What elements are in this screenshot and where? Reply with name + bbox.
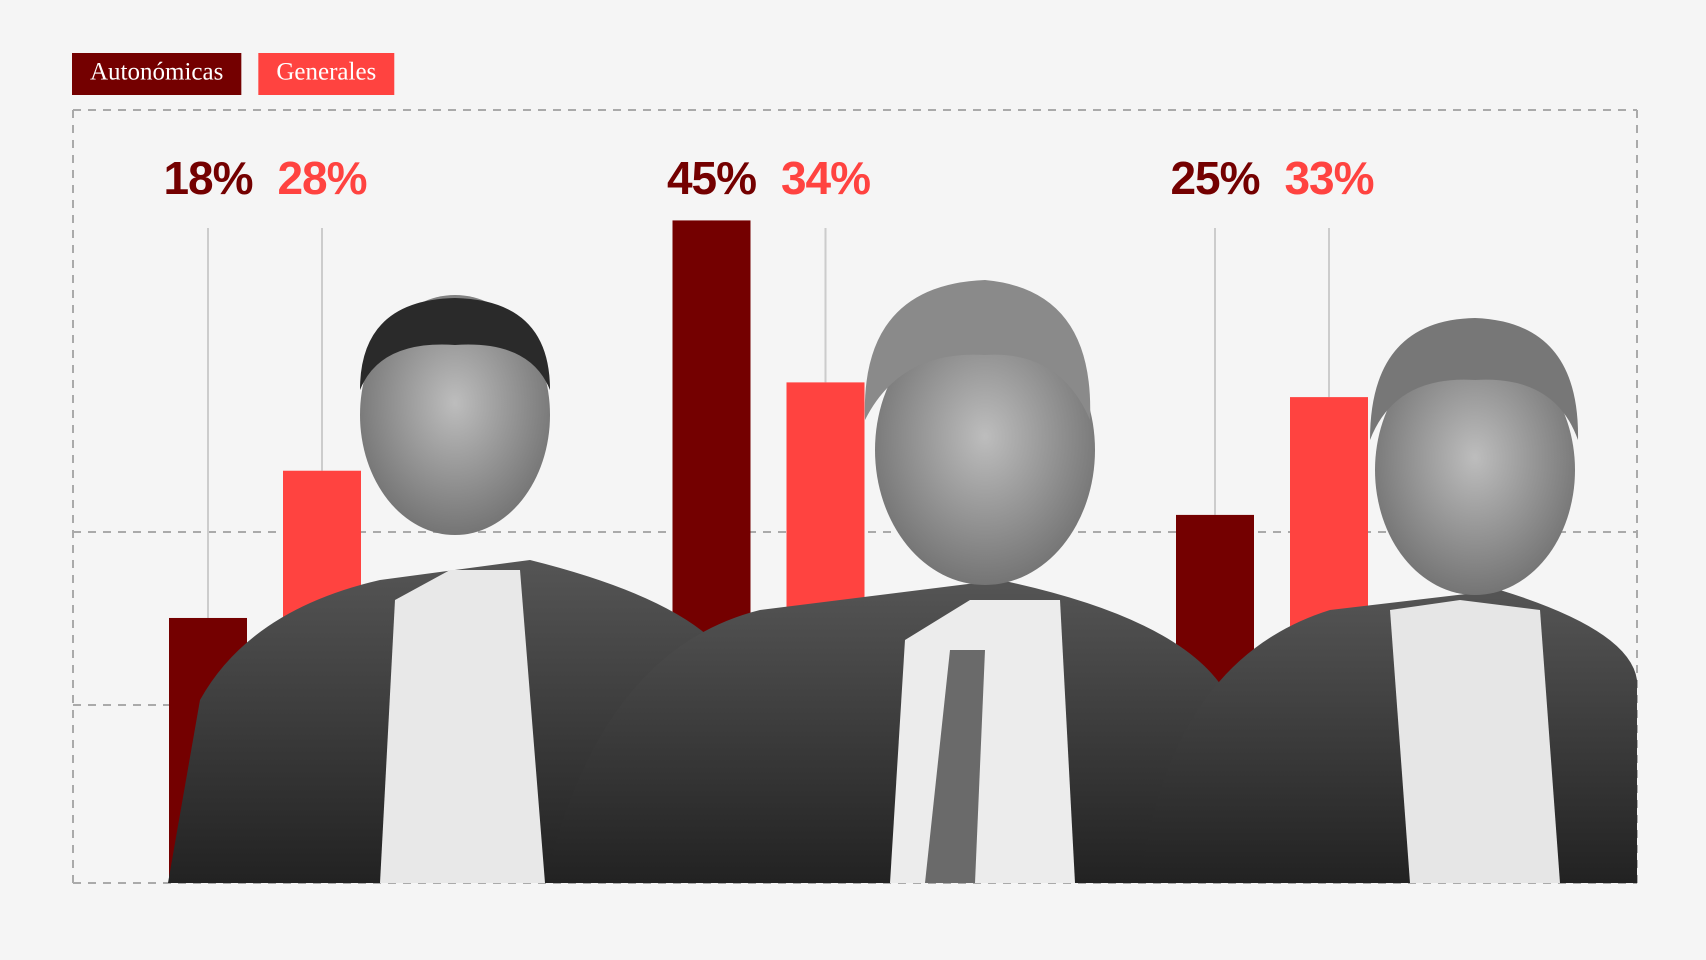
- value-label: 18%: [163, 152, 252, 204]
- value-label: 25%: [1170, 152, 1259, 204]
- labels: 18% 28% 45% 34% 25% 33%: [163, 152, 1374, 204]
- value-label: 28%: [277, 152, 366, 204]
- value-label: 33%: [1284, 152, 1373, 204]
- legend: Autonómicas Generales: [72, 53, 395, 95]
- portraits: [168, 280, 1637, 883]
- person-center: [545, 280, 1240, 883]
- legend-swatch: [72, 53, 242, 95]
- value-label: 34%: [781, 152, 870, 204]
- legend-label: Generales: [276, 59, 376, 86]
- legend-label: Autonómicas: [90, 59, 223, 86]
- value-label: 45%: [667, 152, 756, 204]
- person-right: [1140, 318, 1637, 883]
- legend-swatch: [258, 53, 395, 95]
